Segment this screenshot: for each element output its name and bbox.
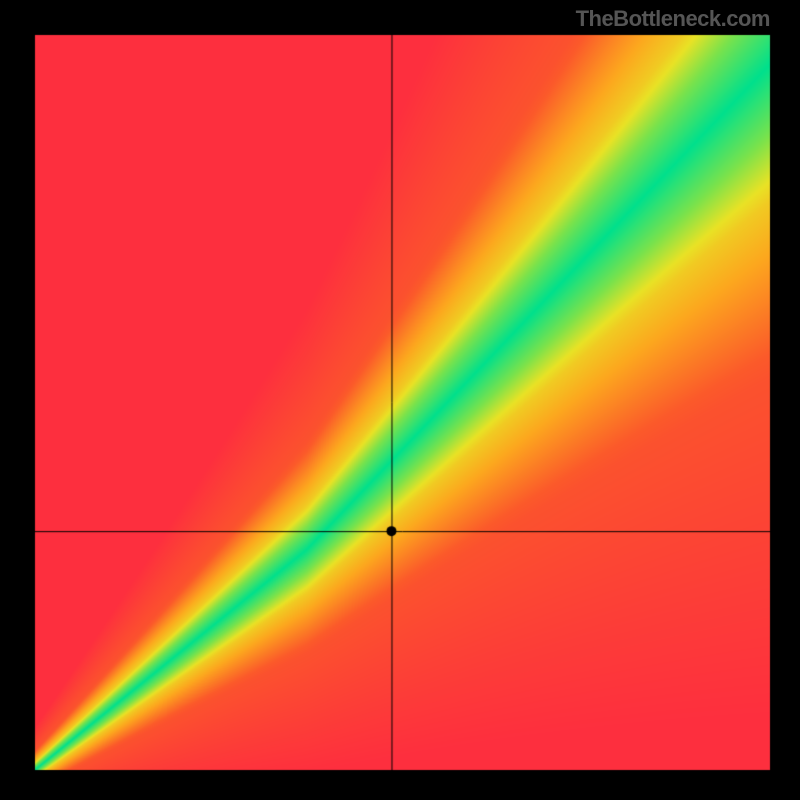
heatmap-canvas xyxy=(0,0,800,800)
attribution-text: TheBottleneck.com xyxy=(576,6,770,32)
chart-container: TheBottleneck.com xyxy=(0,0,800,800)
